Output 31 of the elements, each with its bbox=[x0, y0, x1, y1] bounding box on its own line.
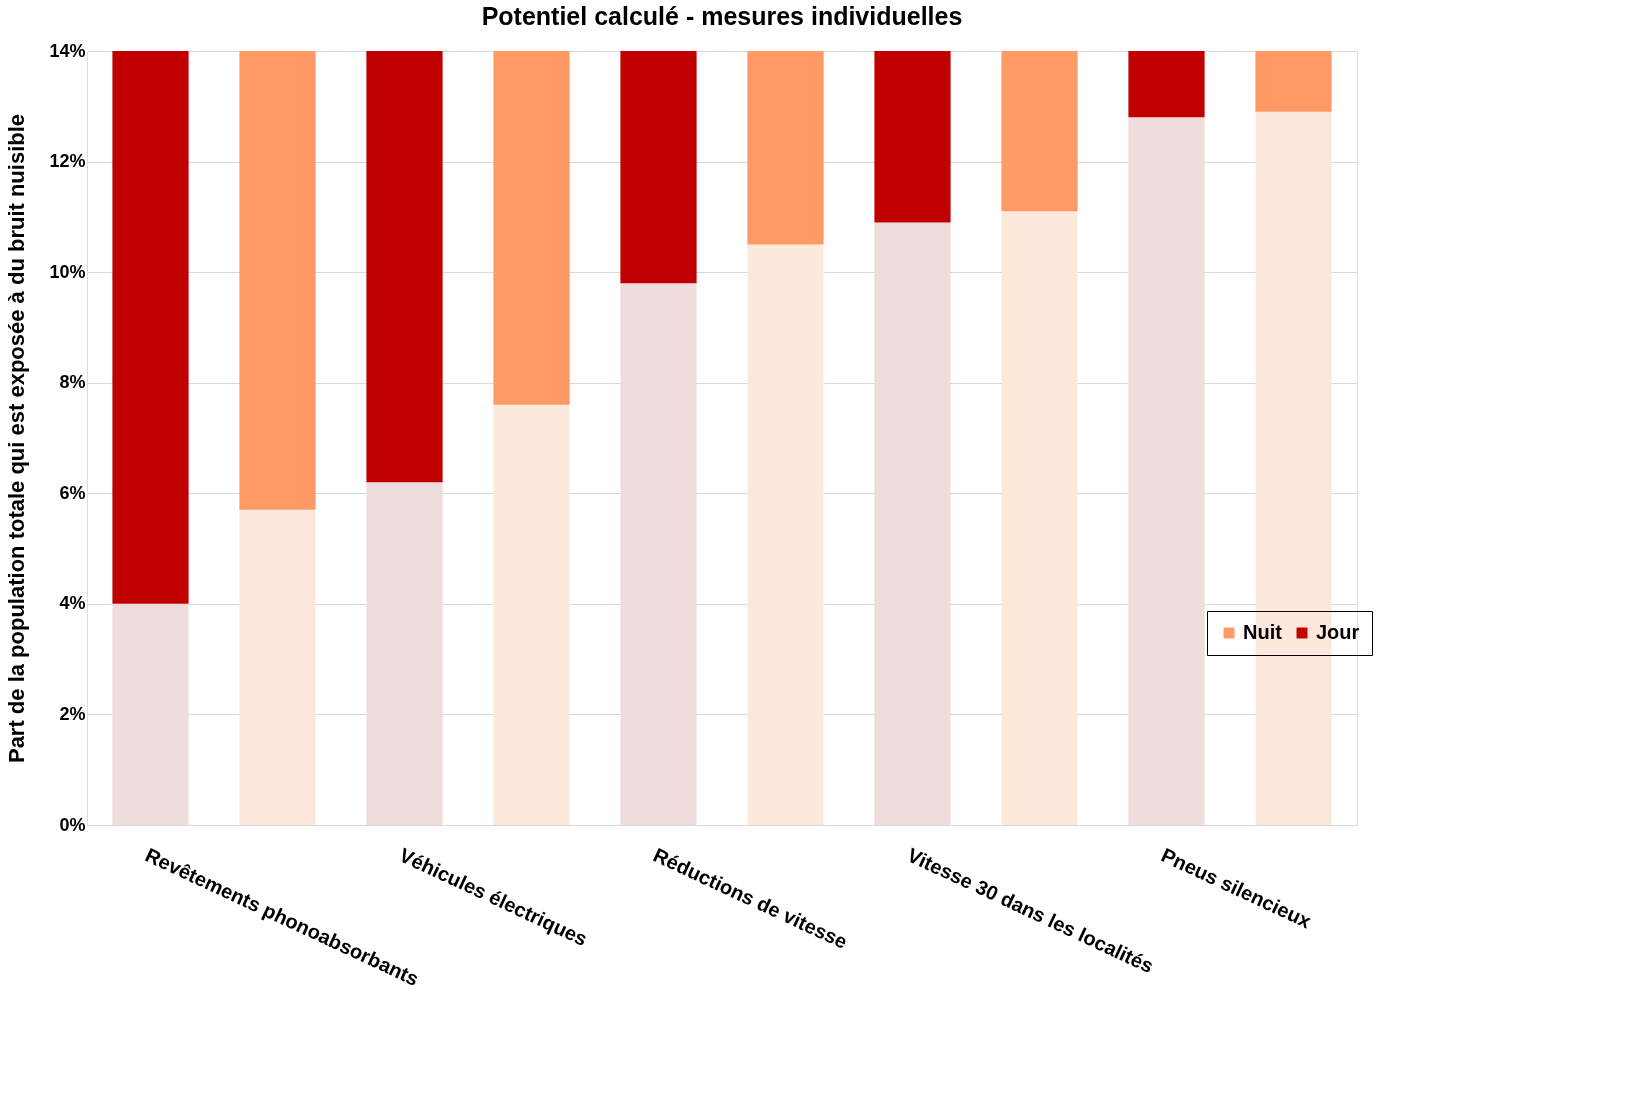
bar bbox=[1001, 211, 1078, 825]
bar bbox=[112, 51, 189, 604]
bar bbox=[112, 603, 189, 825]
bar bbox=[874, 222, 951, 825]
y-tick-label: 4% bbox=[59, 593, 86, 614]
y-tick-label: 6% bbox=[59, 482, 86, 503]
bar bbox=[1001, 51, 1078, 212]
y-tick-label: 14% bbox=[49, 40, 86, 61]
y-axis-title: Part de la population totale qui est exposée à du bruit nuisible bbox=[4, 113, 30, 764]
bar bbox=[620, 283, 697, 825]
bar bbox=[366, 51, 443, 483]
bar bbox=[874, 51, 951, 223]
bar bbox=[493, 404, 570, 825]
bar bbox=[1128, 51, 1205, 118]
bar bbox=[747, 244, 824, 825]
y-tick-label: 0% bbox=[59, 814, 86, 835]
bar bbox=[620, 51, 697, 284]
bar bbox=[239, 51, 316, 510]
bar bbox=[1255, 51, 1332, 112]
bar bbox=[493, 51, 570, 405]
bar bbox=[366, 482, 443, 825]
bar bbox=[1128, 117, 1205, 825]
y-tick-label: 10% bbox=[49, 261, 86, 282]
bar bbox=[747, 51, 824, 245]
chart-title: Potentiel calculé - mesures individuelles bbox=[481, 2, 963, 30]
legend-label: Jour bbox=[1316, 621, 1360, 643]
legend-label: Nuit bbox=[1243, 621, 1283, 643]
y-tick-label: 8% bbox=[59, 372, 86, 393]
y-tick-label: 2% bbox=[59, 703, 86, 724]
y-tick-label: 12% bbox=[49, 151, 86, 172]
bar bbox=[239, 509, 316, 825]
